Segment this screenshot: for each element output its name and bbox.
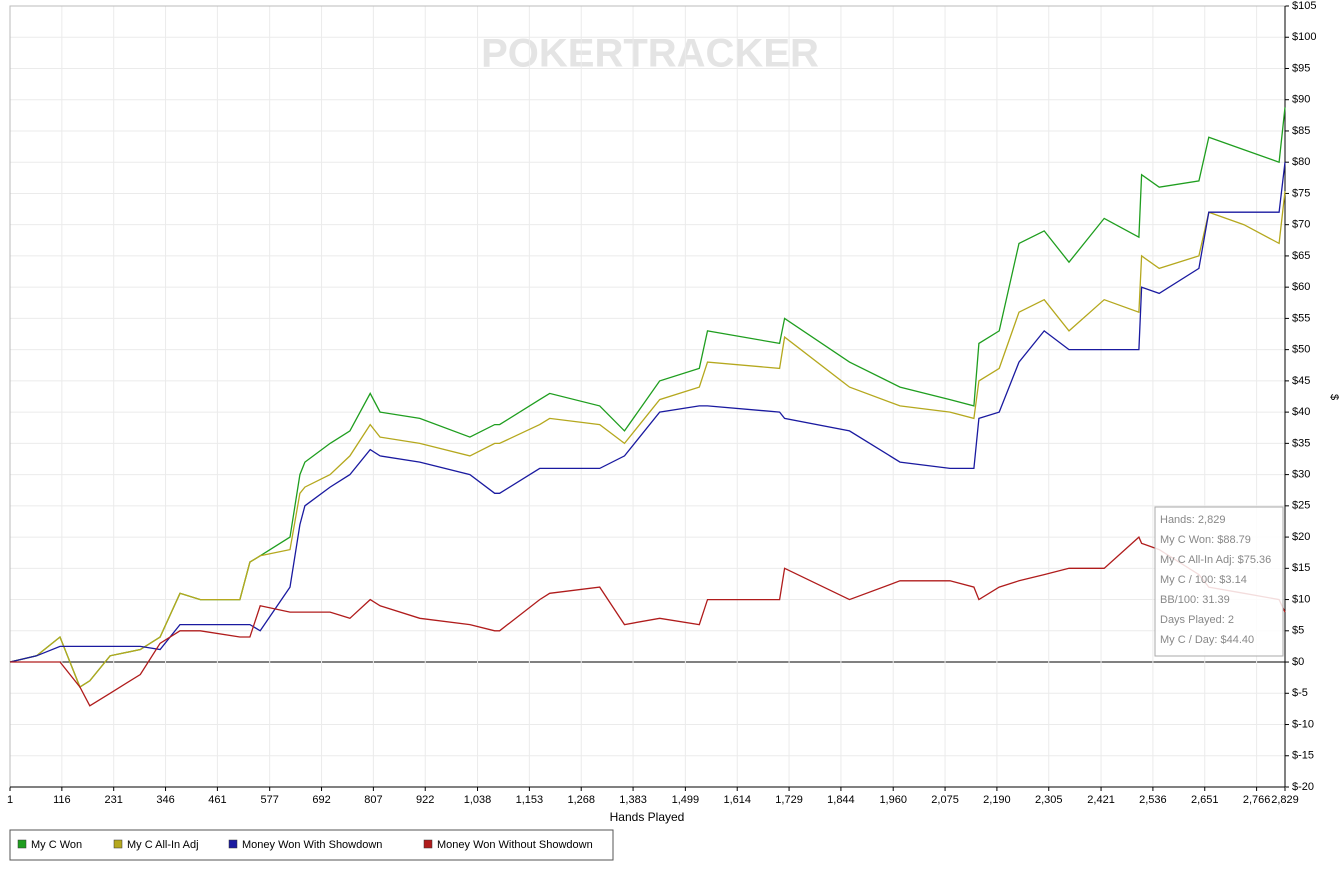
legend-label: Money Won With Showdown [242, 839, 382, 851]
legend-label: My C Won [31, 839, 82, 851]
y-tick-label: $0 [1292, 656, 1304, 668]
y-tick-label: $40 [1292, 406, 1310, 418]
x-tick-label: 1,844 [827, 794, 855, 806]
x-tick-label: 922 [416, 794, 434, 806]
x-tick-label: 116 [53, 794, 71, 806]
x-tick-label: 1,153 [516, 794, 544, 806]
x-tick-label: 2,651 [1191, 794, 1219, 806]
y-tick-label: $-5 [1292, 687, 1308, 699]
y-axis-label: $ [1328, 394, 1340, 400]
x-tick-label: 1,729 [775, 794, 803, 806]
x-tick-label: 807 [364, 794, 382, 806]
x-tick-label: 2,190 [983, 794, 1011, 806]
tooltip-box [1154, 506, 1284, 657]
x-tick-label: 2,305 [1035, 794, 1063, 806]
y-tick-label: $10 [1292, 593, 1310, 605]
y-tick-label: $30 [1292, 469, 1310, 481]
x-tick-label: 2,829 [1271, 794, 1299, 806]
y-tick-label: $105 [1292, 0, 1316, 12]
legend-swatch [17, 839, 27, 849]
legend: My C Won My C All-In Adj Money Won With Sh… [9, 829, 614, 861]
y-tick-label: $60 [1292, 281, 1310, 293]
y-tick-label: $55 [1292, 312, 1310, 324]
x-axis-label: Hands Played [610, 810, 685, 824]
x-tick-label: 1,038 [464, 794, 492, 806]
x-tick-label: 1,499 [672, 794, 700, 806]
y-tick-label: $-20 [1292, 781, 1314, 793]
x-tick-label: 461 [208, 794, 226, 806]
tooltip-line: My C Won: $88.79 [1160, 534, 1251, 546]
tooltip-line: Days Played: 2 [1160, 614, 1234, 626]
tooltip-line: My C / Day: $44.40 [1160, 634, 1254, 646]
y-tick-label: $80 [1292, 156, 1310, 168]
y-tick-label: $100 [1292, 31, 1316, 43]
x-tick-label: 1,960 [879, 794, 907, 806]
legend-swatch [228, 839, 238, 849]
x-tick-label: 1,383 [619, 794, 647, 806]
tooltip-line: Hands: 2,829 [1160, 514, 1225, 526]
y-tick-label: $75 [1292, 187, 1310, 199]
x-tick-label: 1 [7, 794, 13, 806]
legend-label: Money Won Without Showdown [437, 839, 593, 851]
legend-swatch [423, 839, 433, 849]
y-tick-label: $25 [1292, 500, 1310, 512]
x-tick-label: 1,614 [723, 794, 751, 806]
tooltip-line: My C All-In Adj: $75.36 [1160, 554, 1271, 566]
x-tick-label: 2,421 [1087, 794, 1115, 806]
y-tick-label: $35 [1292, 437, 1310, 449]
x-tick-label: 2,766 [1243, 794, 1271, 806]
tooltip-line: My C / 100: $3.14 [1160, 574, 1247, 586]
series-line [10, 536, 1286, 707]
y-tick-label: $50 [1292, 344, 1310, 356]
y-tick-label: $90 [1292, 94, 1310, 106]
y-tick-label: $-10 [1292, 718, 1314, 730]
x-tick-label: 346 [156, 794, 174, 806]
legend-label: My C All-In Adj [127, 839, 199, 851]
y-tick-label: $5 [1292, 625, 1304, 637]
tooltip-line: BB/100: 31.39 [1160, 594, 1230, 606]
y-tick-label: $70 [1292, 219, 1310, 231]
x-tick-label: 231 [105, 794, 123, 806]
x-tick-label: 2,536 [1139, 794, 1167, 806]
y-tick-label: $-15 [1292, 750, 1314, 762]
x-tick-label: 1,268 [567, 794, 595, 806]
legend-box [9, 829, 614, 861]
y-tick-label: $20 [1292, 531, 1310, 543]
legend-swatch [113, 839, 123, 849]
x-tick-label: 692 [312, 794, 330, 806]
y-tick-label: $65 [1292, 250, 1310, 262]
y-tick-label: $15 [1292, 562, 1310, 574]
x-tick-label: 577 [261, 794, 279, 806]
series-line [9, 162, 1286, 663]
y-tick-label: $45 [1292, 375, 1310, 387]
y-tick-label: $95 [1292, 62, 1310, 74]
x-tick-label: 2,075 [931, 794, 959, 806]
series-line [9, 191, 1286, 688]
y-tick-label: $85 [1292, 125, 1310, 137]
tooltip: Hands: 2,829 My C Won: $88.79 My C All-In … [1154, 506, 1284, 657]
